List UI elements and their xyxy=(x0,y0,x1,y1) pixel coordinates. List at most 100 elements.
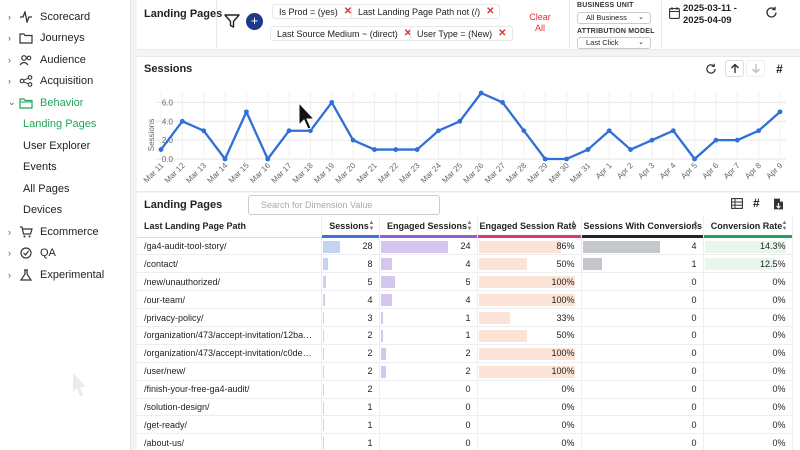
table-row[interactable]: /organization/473/accept-invitation/c0de… xyxy=(137,344,793,363)
data-point[interactable] xyxy=(542,156,548,162)
sidebar-subitem-user-explorer[interactable]: User Explorer xyxy=(23,139,91,152)
sidebar-subitem-landing-pages[interactable]: Landing Pages xyxy=(23,118,97,131)
filter-chip-user-type[interactable]: User Type = (New) ✕ xyxy=(410,26,513,41)
cell-data-bar xyxy=(478,258,527,271)
data-point[interactable] xyxy=(606,128,612,134)
sort-ascending-button[interactable] xyxy=(725,60,744,77)
data-point[interactable] xyxy=(734,137,740,143)
sidebar-subitem-events[interactable]: Events xyxy=(23,161,57,174)
data-point[interactable] xyxy=(585,147,591,152)
data-point[interactable] xyxy=(350,137,356,143)
chevron-right-icon: › xyxy=(8,11,11,22)
cell-landing-page-path: /finish-your-free-ga4-audit/ xyxy=(137,380,322,399)
sidebar-subitem-devices[interactable]: Devices xyxy=(23,204,63,217)
sidebar-item-acquisition[interactable]: › Acquisition xyxy=(0,71,130,93)
table-row[interactable]: /about-us/1 0 0% 0 0% xyxy=(137,433,793,450)
close-icon[interactable]: ✕ xyxy=(486,6,495,17)
x-tick-label: Apr 3 xyxy=(636,161,656,181)
refresh-icon[interactable] xyxy=(765,6,778,19)
table-row[interactable]: /solution-design/1 0 0% 0 0% xyxy=(137,398,793,417)
table-row[interactable]: /privacy-policy/3 1 33% 0 0% xyxy=(137,308,793,327)
data-point[interactable] xyxy=(158,147,164,152)
table-row[interactable]: /our-team/4 4 100% 0 0% xyxy=(137,290,793,310)
data-point[interactable] xyxy=(372,147,377,152)
column-header-sessions[interactable]: Sessions ▲ ▼ xyxy=(321,216,380,238)
attribution-model-select[interactable]: Last Click ⌄ xyxy=(577,37,651,49)
sidebar-item-audience[interactable]: › Audience xyxy=(0,49,130,71)
table-view-icon[interactable] xyxy=(731,198,743,209)
data-point[interactable] xyxy=(457,118,463,124)
data-point[interactable] xyxy=(521,128,527,134)
column-header-conversion-rate[interactable]: Conversion Rate ▲ ▼ xyxy=(703,216,793,238)
data-point[interactable] xyxy=(286,128,292,134)
cell-data-bar xyxy=(322,365,324,378)
data-point[interactable] xyxy=(670,128,676,134)
chart-refresh-button[interactable] xyxy=(701,60,720,77)
filter-chip-source-medium[interactable]: Last Source Medium ~ (direct) ✕ xyxy=(270,26,419,41)
add-filter-button[interactable]: + xyxy=(246,13,263,30)
data-point[interactable] xyxy=(329,100,335,105)
clear-all-button[interactable]: Clear All xyxy=(529,12,551,33)
sidebar-item-qa[interactable]: › QA xyxy=(0,243,130,265)
table-row[interactable]: /user/new/2 2 100% 0 0% xyxy=(137,362,793,381)
filter-chip-label: Last Source Medium ~ (direct) xyxy=(277,28,398,39)
sort-descending-button[interactable] xyxy=(746,60,765,77)
data-point[interactable] xyxy=(179,118,185,124)
close-icon[interactable]: ✕ xyxy=(343,6,353,17)
data-point[interactable] xyxy=(243,109,249,115)
export-file-icon[interactable] xyxy=(773,198,784,210)
table-row[interactable]: /finish-your-free-ga4-audit/2 0 0% 0 0% xyxy=(137,380,793,399)
data-point[interactable] xyxy=(713,137,719,143)
table-row[interactable]: /new/unauthorized/5 5 100% 0 0% xyxy=(137,272,793,292)
data-point[interactable] xyxy=(777,109,783,115)
table-row[interactable]: /contact/8 4 50% 1 12.5% xyxy=(137,254,793,274)
table-row[interactable]: /ga4-audit-tool-story/28 24 86% 4 14.3% xyxy=(137,237,793,256)
table-row[interactable]: /get-ready/1 0 0% 0 0% xyxy=(137,415,793,435)
number-format-button[interactable]: # xyxy=(770,60,789,77)
calendar-icon[interactable] xyxy=(669,7,680,19)
hash-icon: # xyxy=(776,61,783,76)
close-icon[interactable]: ✕ xyxy=(498,28,507,39)
cell-data-bar xyxy=(582,258,602,271)
sidebar-item-label: QA xyxy=(40,247,56,260)
data-point[interactable] xyxy=(564,156,569,162)
cell-engaged-sessions: 0 xyxy=(379,415,478,435)
column-header-sessions-with-conversions[interactable]: Sessions With Conversions ▲ ▼ xyxy=(581,216,704,238)
table-row[interactable]: /organization/473/accept-invitation/12ba… xyxy=(137,326,793,345)
data-point[interactable] xyxy=(478,90,484,96)
column-header-engaged-session-rate[interactable]: Engaged Session Rate ▲ ▼ xyxy=(477,216,582,238)
filter-chip-is-prod[interactable]: Is Prod = (yes) ✕ xyxy=(272,4,359,19)
column-header-engaged-sessions[interactable]: Engaged Sessions ▲ ▼ xyxy=(379,216,478,238)
date-range-picker[interactable]: 2025-03-11 - 2025-04-09 xyxy=(683,3,737,27)
cell-data-bar xyxy=(478,347,575,360)
column-header-path[interactable]: Last Landing Page Path xyxy=(137,216,322,238)
data-point[interactable] xyxy=(308,128,313,134)
sidebar-item-ecommerce[interactable]: › Ecommerce xyxy=(0,221,130,243)
sidebar-item-behavior[interactable]: ⌄ Behavior xyxy=(0,92,130,114)
cell-data-bar xyxy=(380,240,448,253)
cell-engaged-sessions: 1 xyxy=(379,308,478,327)
sidebar-item-experimental[interactable]: › Experimental xyxy=(0,264,130,286)
data-point[interactable] xyxy=(393,147,399,152)
sidebar-item-journeys[interactable]: › Journeys xyxy=(0,28,130,50)
dimension-search-input[interactable] xyxy=(248,195,440,215)
data-point[interactable] xyxy=(649,137,655,143)
data-point[interactable] xyxy=(692,156,698,162)
filter-chip-landing-page-path[interactable]: Last Landing Page Path not (/) ✕ xyxy=(351,4,501,19)
business-unit-select[interactable]: All Business ⌄ xyxy=(577,12,651,24)
data-point[interactable] xyxy=(436,128,441,134)
hash-icon[interactable]: # xyxy=(753,196,760,210)
close-icon[interactable]: ✕ xyxy=(403,28,413,39)
data-point[interactable] xyxy=(201,128,207,134)
column-accent xyxy=(477,234,581,238)
filter-icon[interactable] xyxy=(224,13,240,29)
data-point[interactable] xyxy=(265,156,271,162)
data-point[interactable] xyxy=(222,156,228,162)
data-point[interactable] xyxy=(414,147,420,152)
cell-data-bar xyxy=(322,383,324,396)
data-point[interactable] xyxy=(500,100,505,105)
data-point[interactable] xyxy=(756,128,762,134)
data-point[interactable] xyxy=(628,147,633,152)
sidebar-subitem-all-pages[interactable]: All Pages xyxy=(23,182,70,195)
sidebar-item-scorecard[interactable]: › Scorecard xyxy=(0,6,130,28)
